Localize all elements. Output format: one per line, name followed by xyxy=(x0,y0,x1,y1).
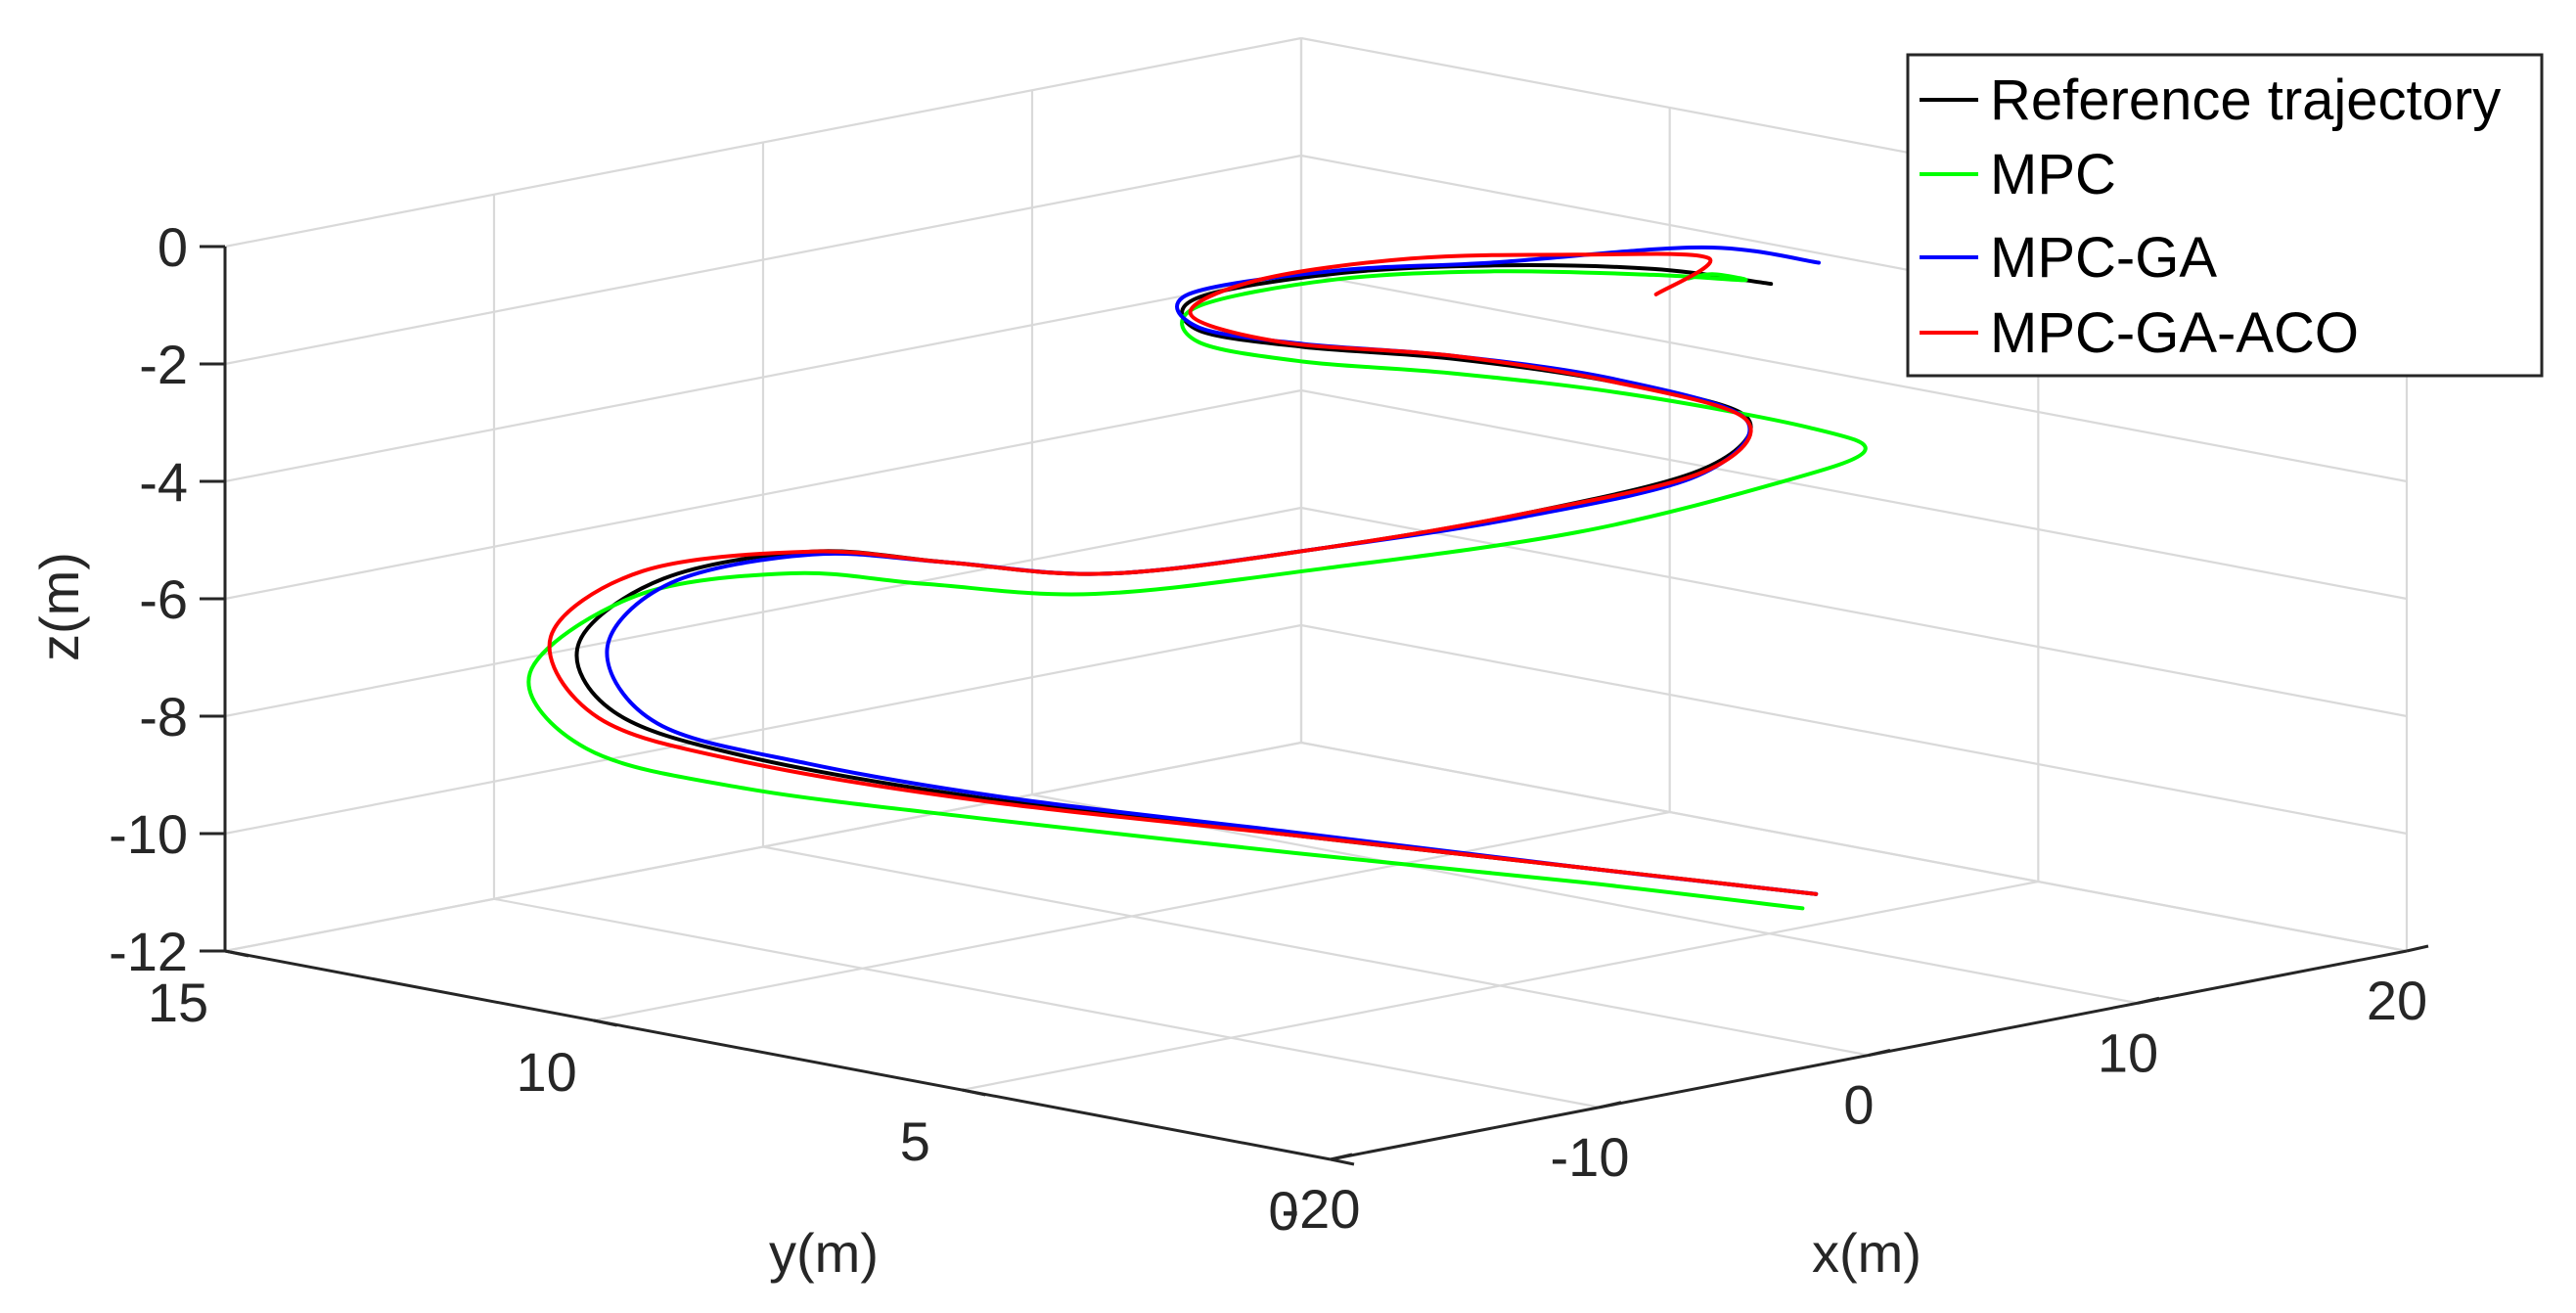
z-tick-label: -8 xyxy=(139,686,188,747)
x-axis-label: x(m) xyxy=(1812,1222,1921,1284)
y-tick-mark xyxy=(593,1019,617,1027)
x-tick-label: 10 xyxy=(2098,1021,2158,1083)
z-tick-label: -12 xyxy=(109,921,188,982)
series-lines xyxy=(526,245,1868,911)
y-tick-label: 0 xyxy=(1268,1180,1298,1242)
series-line-mpc-ga-aco xyxy=(547,251,1819,896)
grid-line-floor-x xyxy=(493,897,1601,1109)
legend-label-mpc: MPC xyxy=(1990,143,2116,206)
grid-line-floor-x xyxy=(1031,793,2139,1005)
legend-box xyxy=(1906,53,2544,378)
grid-line-backy-h xyxy=(1300,741,2408,953)
z-axis-label: z(m) xyxy=(28,552,90,661)
series-line-mpc xyxy=(526,269,1868,911)
z-tick-label: -6 xyxy=(139,568,188,630)
x-tick-mark xyxy=(2406,944,2429,953)
grid-line-backy-h xyxy=(1300,388,2408,601)
x-tick-label: -20 xyxy=(1282,1178,1361,1240)
y-tick-label: 15 xyxy=(148,972,208,1033)
grid-line-backx-h xyxy=(224,623,1302,836)
grid-line-backy-h xyxy=(1300,271,2408,483)
x-tick-label: -10 xyxy=(1551,1126,1630,1188)
z-tick-label: -4 xyxy=(139,451,188,513)
x-tick-mark xyxy=(1330,1153,1353,1161)
grid-line-backy-h xyxy=(1300,623,2408,836)
grid-line-floor-y xyxy=(962,880,2039,1092)
grid-line-floor-y xyxy=(593,810,1670,1022)
grid-line-floor-x xyxy=(762,845,1870,1057)
grid-line-backx-h xyxy=(224,154,1302,366)
y-tick-label: 5 xyxy=(900,1110,930,1172)
legend-label-reference: Reference trajectory xyxy=(1990,68,2501,132)
grid-line-backx-h xyxy=(224,506,1302,718)
y-tick-mark xyxy=(224,949,249,958)
legend-label-mpc-ga-aco: MPC-GA-ACO xyxy=(1990,301,2359,365)
x-tick-mark xyxy=(2137,996,2160,1005)
y-tick-mark xyxy=(1330,1157,1355,1166)
z-tick-label: -2 xyxy=(139,334,188,395)
grid-line-backy-h xyxy=(1300,506,2408,718)
x-tick-mark xyxy=(1599,1101,1622,1109)
x-tick-label: 0 xyxy=(1843,1074,1874,1136)
y-tick-label: 10 xyxy=(517,1041,577,1103)
y-axis-line xyxy=(224,949,1332,1161)
grid-line-backx-h xyxy=(224,36,1302,249)
y-tick-mark xyxy=(962,1088,986,1097)
grid-line-backx-h xyxy=(224,271,1302,483)
x-tick-mark xyxy=(1868,1049,1891,1057)
z-tick-label: 0 xyxy=(158,216,188,278)
grid-line-backx-h xyxy=(224,388,1302,601)
grid-line-backx-h xyxy=(224,741,1302,953)
legend-label-mpc-ga: MPC-GA xyxy=(1990,226,2217,290)
x-tick-label: 20 xyxy=(2367,970,2427,1031)
z-tick-label: -10 xyxy=(109,803,188,865)
legend: Reference trajectory MPC MPC-GA MPC-GA-A… xyxy=(1906,53,2544,378)
y-axis-label: y(m) xyxy=(769,1222,879,1284)
